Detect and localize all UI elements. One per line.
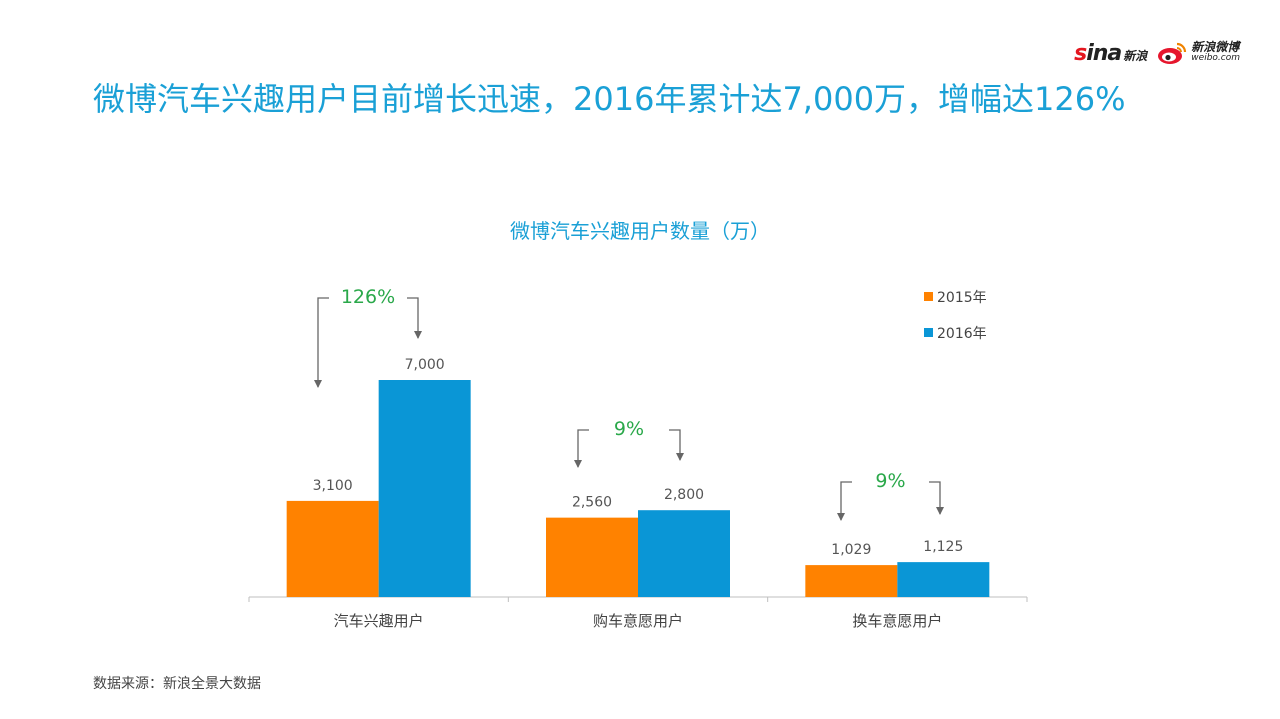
bar-2015	[805, 565, 898, 597]
data-label: 1,029	[831, 542, 871, 558]
bar-2016	[897, 562, 990, 597]
growth-arrow-right	[407, 297, 422, 339]
data-label: 7,000	[405, 357, 445, 373]
data-label: 2,800	[664, 487, 704, 503]
sina-logo-cn: 新浪	[1123, 48, 1148, 63]
plot-area: 3,100 7,000 汽车兴趣用户 126% 2,560 2,800 购车意愿用户 9% 1,…	[248, 286, 1028, 630]
data-label: 3,100	[313, 478, 353, 494]
growth-arrow-left	[837, 481, 852, 521]
chart-legend: 2015年 2016年	[924, 290, 987, 342]
legend-label: 2016年	[937, 326, 987, 342]
brand-logos: ssinaina新浪 新浪微博 weibo.com	[1074, 38, 1240, 68]
x-tick-label: 换车意愿用户	[852, 612, 942, 630]
growth-label: 126%	[341, 286, 395, 308]
weibo-eye-icon	[1158, 42, 1187, 64]
bar-2015	[546, 517, 638, 597]
legend-swatch	[924, 328, 933, 337]
weibo-logo-cn: 新浪微博	[1191, 40, 1240, 54]
data-source-note: 数据来源：新浪全景大数据	[93, 676, 261, 692]
chart-title: 微博汽车兴趣用户数量（万）	[510, 219, 770, 243]
legend-swatch	[924, 292, 933, 301]
growth-label: 9%	[614, 418, 644, 440]
growth-label: 9%	[875, 470, 905, 492]
sina-logo: ssinaina新浪	[1074, 40, 1148, 66]
data-label: 1,125	[923, 539, 963, 555]
weibo-logo-en: weibo.com	[1191, 53, 1240, 63]
growth-arrow-left	[314, 297, 329, 388]
bar-2016	[378, 380, 471, 597]
bar-2016	[638, 510, 730, 597]
data-label: 2,560	[572, 495, 612, 511]
page-headline: 微博汽车兴趣用户目前增长迅速，2016年累计达7,000万，增幅达126%	[93, 80, 1126, 118]
bar-2015	[286, 500, 379, 597]
x-tick-label: 汽车兴趣用户	[334, 612, 424, 630]
growth-arrow-right	[929, 481, 944, 515]
weibo-logo: 新浪微博 weibo.com	[1157, 41, 1240, 65]
x-tick-label: 购车意愿用户	[593, 612, 683, 630]
growth-arrow-left	[574, 429, 589, 468]
legend-label: 2015年	[937, 290, 987, 306]
growth-arrow-right	[669, 429, 684, 461]
